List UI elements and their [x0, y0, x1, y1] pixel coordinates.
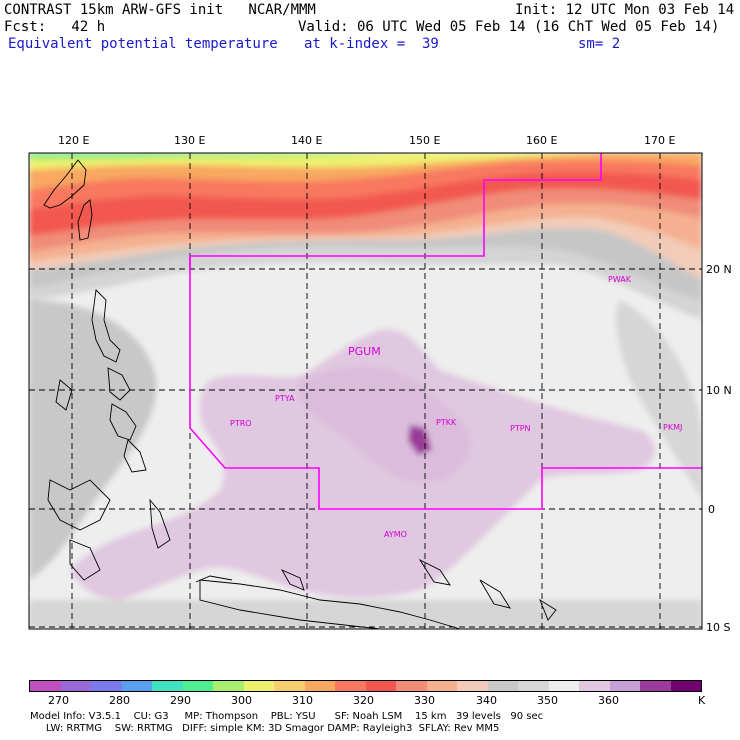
lat-label-10s: 10 S [706, 621, 731, 634]
header-init: Init: 12 UTC Mon 03 Feb 14 [515, 2, 735, 18]
lon-label-120e: 120 E [58, 134, 90, 147]
footer-model-info: Model Info: V3.5.1 CU: G3 MP: Thompson P… [30, 711, 544, 722]
colorbar-label-340: 340 [476, 694, 497, 707]
header-smoothing: sm= 2 [578, 36, 621, 52]
colorbar-swatch [365, 681, 396, 691]
colorbar-label-300: 300 [231, 694, 252, 707]
colorbar-label-350: 350 [537, 694, 558, 707]
colorbar-swatch [487, 681, 518, 691]
colorbar-swatch [152, 681, 183, 691]
colorbar-swatch [213, 681, 244, 691]
lat-label-10n: 10 N [706, 384, 732, 397]
header-field-name: Equivalent potential temperature [8, 36, 278, 52]
colorbar-swatch [243, 681, 274, 691]
colorbar-unit: K [698, 694, 706, 707]
lon-label-170e: 170 E [644, 134, 676, 147]
colorbar-label-360: 360 [598, 694, 619, 707]
footer-physics-info: LW: RRTMG SW: RRTMG DIFF: simple KM: 3D … [30, 723, 500, 734]
lon-label-160e: 160 E [526, 134, 558, 147]
station-pwak: PWAK [608, 275, 632, 284]
colorbar-swatch [518, 681, 549, 691]
colorbar-swatch [640, 681, 671, 691]
colorbar-swatch [304, 681, 335, 691]
colorbar [29, 680, 702, 692]
colorbar-swatch [426, 681, 457, 691]
station-pkmj: PKMJ [663, 423, 683, 432]
colorbar-swatch [457, 681, 488, 691]
lon-label-130e: 130 E [174, 134, 206, 147]
lon-label-150e: 150 E [409, 134, 441, 147]
colorbar-label-270: 270 [48, 694, 69, 707]
colorbar-swatch [30, 681, 61, 691]
colorbar-swatch [121, 681, 152, 691]
colorbar-swatch [579, 681, 610, 691]
colorbar-swatch [548, 681, 579, 691]
colorbar-swatch [60, 681, 91, 691]
header-valid-time: Valid: 06 UTC Wed 05 Feb 14 (16 ChT Wed … [298, 19, 720, 35]
colorbar-label-320: 320 [353, 694, 374, 707]
colorbar-label-280: 280 [109, 694, 130, 707]
domain-boundary-south [189, 256, 702, 510]
station-ptro: PTRO [230, 419, 252, 428]
theta-e-field [29, 153, 702, 629]
station-ptya: PTYA [275, 394, 295, 403]
station-pgum: PGUM [348, 345, 381, 358]
lat-label-20n: 20 N [706, 263, 732, 276]
header-level: at k-index = 39 [304, 36, 439, 52]
lon-label-140e: 140 E [291, 134, 323, 147]
header-title: CONTRAST 15km ARW-GFS init NCAR/MMM [4, 2, 316, 18]
colorbar-label-290: 290 [170, 694, 191, 707]
colorbar-swatch [396, 681, 427, 691]
colorbar-swatch [335, 681, 366, 691]
station-aymo: AYMO [384, 530, 407, 539]
colorbar-label-330: 330 [414, 694, 435, 707]
colorbar-label-310: 310 [292, 694, 313, 707]
station-ptkk: PTKK [436, 418, 457, 427]
colorbar-swatch [670, 681, 701, 691]
colorbar-swatch [274, 681, 305, 691]
colorbar-swatch [182, 681, 213, 691]
coastlines [43, 159, 557, 629]
header-forecast-hour: Fcst: 42 h [4, 19, 106, 35]
station-ptpn: PTPN [510, 424, 531, 433]
colorbar-swatch [91, 681, 122, 691]
graticule [29, 153, 702, 629]
colorbar-swatch [609, 681, 640, 691]
lat-label-0: 0 [708, 503, 715, 516]
